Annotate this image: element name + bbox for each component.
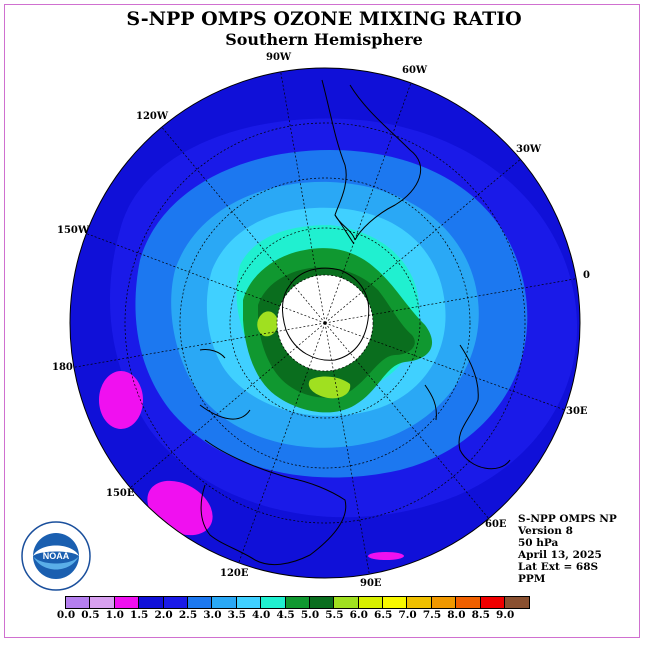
colorbar-swatch	[212, 597, 237, 608]
colorbar-tick-label: 5.5	[325, 609, 344, 621]
colorbar-swatch	[66, 597, 91, 608]
colorbar-swatch	[236, 597, 262, 608]
noaa-logo: NOAA	[21, 521, 91, 591]
colorbar-ticks: 0.0 0.5 1.0 1.5 2.0 2.5 3.0 3.5 4.0 4.5 5.0 5.5 6.0 6…	[52, 609, 612, 623]
latitude-circles	[124, 122, 526, 524]
pressure-level: 50 hPa	[518, 537, 559, 549]
lon-label-180: 180	[52, 362, 73, 373]
colorbar-tick-label: 5.0	[300, 609, 320, 621]
lon-label-150e: 150E	[106, 488, 135, 499]
colorbar-swatch	[261, 597, 286, 608]
lon-label-60w: 60W	[402, 65, 428, 76]
image-frame	[4, 4, 640, 638]
map-boundary	[69, 67, 581, 579]
lon-label-120w: 120W	[136, 111, 169, 122]
colorbar-tick-label: 1.0	[105, 609, 124, 621]
colorbar-tick-label: 3.5	[227, 609, 246, 621]
colorbar-swatch	[163, 597, 188, 608]
colorbar-tick-label: 8.5	[471, 609, 490, 621]
lon-label-150w: 150W	[57, 225, 90, 236]
colorbar-swatch	[383, 597, 408, 608]
colorbar	[65, 596, 531, 609]
colorbar-tick-label: 3.0	[203, 609, 222, 621]
version-label: Version 8	[518, 525, 573, 537]
lon-label-60e: 60E	[485, 519, 507, 530]
instrument-label: S-NPP OMPS NP	[518, 513, 617, 525]
colorbar-swatch	[431, 597, 457, 608]
units-label: PPM	[518, 573, 546, 585]
lon-label-30e: 30E	[566, 406, 588, 417]
colorbar-swatch	[309, 597, 335, 608]
longitude-meridians	[70, 68, 580, 578]
colorbar-tick-label: 2.5	[178, 609, 198, 621]
colorbar-tick-label: 0.5	[81, 609, 100, 621]
colorbar-tick-label: 6.0	[349, 609, 368, 621]
colorbar-tick-label: 4.5	[276, 609, 295, 621]
lon-label-90e: 90E	[360, 578, 382, 589]
date-label: April 13, 2025	[518, 549, 602, 561]
longitude-labels: 90W 60W 120W 30W 150W 0 180 30E 150E 60E…	[52, 52, 590, 589]
colorbar-swatch	[358, 597, 384, 608]
colorbar-swatch	[334, 597, 359, 608]
noaa-logo-text: NOAA	[43, 551, 70, 561]
colorbar-swatch	[114, 597, 140, 608]
colorbar-swatch	[187, 597, 213, 608]
colorbar-swatch	[285, 597, 310, 608]
colorbar-swatch	[139, 597, 164, 608]
colorbar-tick-label: 0.0	[56, 609, 76, 621]
lon-label-0: 0	[583, 270, 590, 281]
colorbar-tick-label: 6.5	[374, 609, 393, 621]
colorbar-swatch	[456, 597, 481, 608]
colorbar-tick-label: 4.0	[252, 609, 271, 621]
colorbar-tick-label: 2.0	[154, 609, 173, 621]
lon-label-90w: 90W	[266, 52, 292, 63]
colorbar-swatch	[480, 597, 506, 608]
lon-label-30w: 30W	[516, 144, 542, 155]
colorbar-tick-label: 9.0	[496, 609, 515, 621]
colorbar-swatch	[90, 597, 115, 608]
metadata-box: S-NPP OMPS NP Version 8 50 hPa April 13,…	[518, 513, 617, 585]
colorbar-tick-label: 7.0	[398, 609, 417, 621]
colorbar-tick-label: 8.0	[447, 609, 466, 621]
lon-label-120e: 120E	[220, 568, 249, 579]
colorbar-swatch	[407, 597, 432, 608]
colorbar-swatch	[505, 597, 530, 608]
page-subtitle: Southern Hemisphere	[225, 30, 423, 49]
colorbar-tick-label: 1.5	[130, 609, 149, 621]
colorbar-tick-label: 7.5	[422, 609, 442, 621]
coastlines	[199, 79, 511, 566]
page-title: S-NPP OMPS OZONE MIXING RATIO	[126, 8, 522, 30]
lat-extent-label: Lat Ext = 68S	[518, 561, 599, 573]
